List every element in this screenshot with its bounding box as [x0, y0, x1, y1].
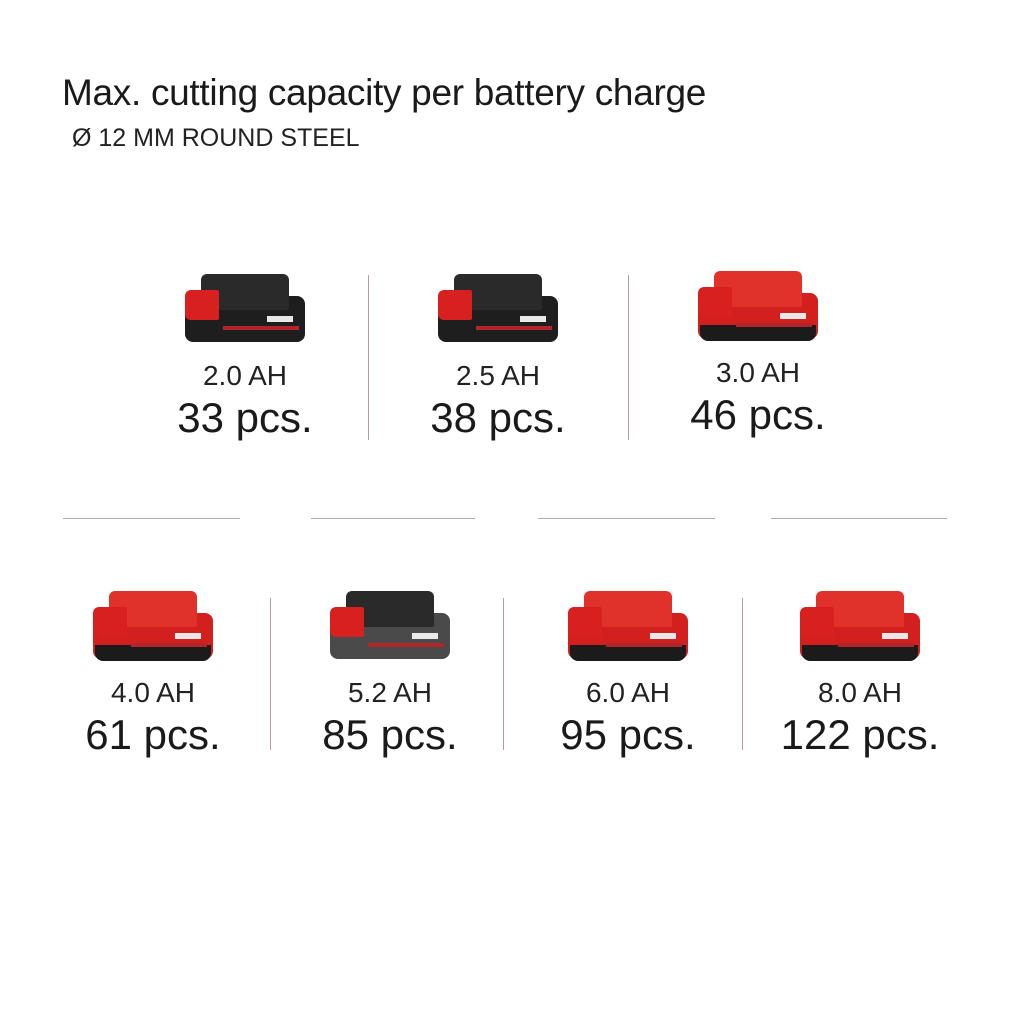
cut-count: 85 pcs.: [322, 711, 458, 758]
battery-capacity: 3.0 AH: [715, 357, 801, 388]
divider: [628, 275, 629, 440]
divider: [63, 518, 240, 519]
page-subtitle: Ø 12 MM ROUND STEEL: [72, 124, 360, 152]
battery-image: [91, 585, 215, 663]
divider: [311, 518, 475, 519]
battery-item: 2.5 AH 38 pcs.: [398, 268, 598, 442]
battery-image: [566, 585, 690, 663]
divider: [270, 598, 271, 750]
battery-image: [183, 268, 307, 346]
battery-item: 3.0 AH 46 pcs.: [658, 265, 858, 439]
battery-image: [798, 585, 922, 663]
battery-capacity: 2.0 AH: [202, 360, 288, 391]
battery-item: 5.2 AH 85 pcs.: [290, 585, 490, 759]
battery-capacity: 5.2 AH: [347, 677, 433, 708]
battery-item: 8.0 AH 122 pcs.: [760, 585, 960, 759]
divider: [771, 518, 947, 519]
battery-capacity: 2.5 AH: [455, 360, 541, 391]
battery-item: 6.0 AH 95 pcs.: [528, 585, 728, 759]
divider: [368, 275, 369, 440]
battery-item: 4.0 AH 61 pcs.: [53, 585, 253, 759]
divider: [538, 518, 715, 519]
battery-image: [328, 585, 452, 663]
cut-count: 33 pcs.: [177, 394, 313, 441]
battery-image: [696, 265, 820, 343]
battery-image: [436, 268, 560, 346]
battery-capacity: 6.0 AH: [585, 677, 671, 708]
cut-count: 61 pcs.: [85, 711, 221, 758]
battery-capacity: 4.0 AH: [110, 677, 196, 708]
divider: [503, 598, 504, 750]
cut-count: 46 pcs.: [690, 391, 826, 438]
page-title: Max. cutting capacity per battery charge: [62, 72, 707, 113]
battery-item: 2.0 AH 33 pcs.: [145, 268, 345, 442]
cut-count: 38 pcs.: [430, 394, 566, 441]
cut-count: 95 pcs.: [560, 711, 696, 758]
divider: [742, 598, 743, 750]
cut-count: 122 pcs.: [780, 711, 940, 758]
battery-capacity: 8.0 AH: [817, 677, 903, 708]
